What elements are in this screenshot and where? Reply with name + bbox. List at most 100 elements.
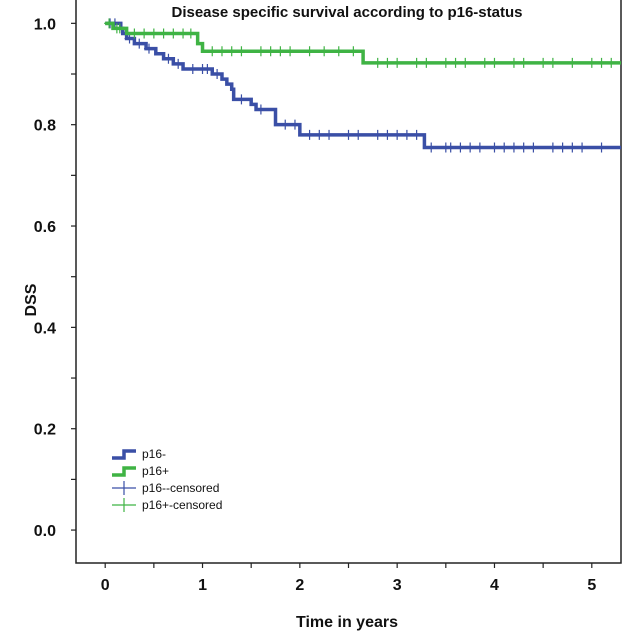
legend-item: p16- (112, 447, 166, 461)
censor-mark (426, 142, 437, 153)
censor-mark (392, 57, 403, 68)
censor-mark (508, 57, 519, 68)
censor-mark (474, 142, 485, 153)
survival-curve (105, 21, 621, 65)
chart-title: Disease specific survival according to p… (172, 4, 523, 21)
censor-mark (440, 57, 451, 68)
censor-mark (465, 142, 476, 153)
censor-mark (518, 57, 529, 68)
censor-mark (275, 46, 286, 57)
censor-mark (202, 63, 213, 74)
censor-mark (411, 57, 422, 68)
censor-mark (129, 28, 140, 39)
legend-swatch-line (112, 466, 136, 477)
censor-mark (547, 57, 558, 68)
censor-mark (489, 57, 500, 68)
censor-mark (255, 46, 266, 57)
x-axis: 0 1 2 3 4 5 (101, 563, 596, 594)
censor-mark (518, 142, 529, 153)
censor-mark (382, 57, 393, 68)
censor-mark (606, 57, 617, 68)
censor-mark (455, 142, 466, 153)
censor-mark (173, 58, 184, 69)
censor-mark (104, 18, 115, 29)
censor-mark (324, 129, 335, 140)
censor-mark (236, 94, 247, 105)
y-tick-label: 0.8 (34, 118, 56, 135)
censor-mark (460, 57, 471, 68)
legend-swatch-marker (112, 498, 136, 512)
censor-mark (158, 28, 169, 39)
censor-mark (528, 142, 539, 153)
censor-mark (285, 46, 296, 57)
censor-mark (212, 69, 223, 80)
censor-mark (114, 23, 125, 34)
y-tick-label: 1.0 (34, 16, 56, 33)
plot-frame (75, 0, 622, 564)
censor-mark (319, 46, 330, 57)
censor-mark (163, 53, 174, 64)
legend-item: p16+-censored (112, 498, 222, 512)
censor-mark (226, 46, 237, 57)
censor-mark (134, 38, 145, 49)
x-tick-label: 0 (101, 577, 110, 594)
y-axis: 0.0 0.2 0.4 0.6 0.8 1.0 (34, 16, 76, 540)
censor-mark (577, 142, 588, 153)
censor-mark (557, 142, 568, 153)
censor-mark (148, 28, 159, 39)
censor-mark (547, 142, 558, 153)
censor-mark (421, 57, 432, 68)
x-tick-label: 2 (295, 577, 304, 594)
censor-mark (304, 129, 315, 140)
x-tick-label: 5 (587, 577, 596, 594)
censor-mark (333, 46, 344, 57)
censor-mark (567, 142, 578, 153)
censor-mark (185, 28, 196, 39)
y-tick-label: 0.2 (34, 422, 56, 439)
censor-mark (401, 129, 412, 140)
censor-mark (236, 46, 247, 57)
y-tick-label: 0.4 (34, 320, 56, 337)
censor-mark (304, 46, 315, 57)
series-layer (104, 18, 621, 153)
legend-label: p16+ (142, 464, 169, 478)
censor-mark (586, 57, 597, 68)
censor-mark (499, 142, 510, 153)
legend-item: p16--censored (112, 481, 219, 495)
censor-mark (207, 46, 218, 57)
censor-mark (450, 57, 461, 68)
censor-mark (353, 129, 364, 140)
series-p16-pos (104, 18, 621, 68)
y-tick-label: 0.0 (34, 523, 56, 540)
censor-mark (489, 142, 500, 153)
censor-mark (348, 46, 359, 57)
censor-mark (411, 129, 422, 140)
censor-mark (280, 119, 291, 130)
censor-mark (508, 142, 519, 153)
censor-mark (168, 28, 179, 39)
legend-label: p16- (142, 447, 166, 461)
censor-mark (392, 129, 403, 140)
legend-swatch-line (112, 449, 136, 460)
legend-item: p16+ (112, 464, 169, 478)
censor-mark (265, 46, 276, 57)
x-axis-label: Time in years (296, 614, 398, 631)
legend-label: p16--censored (142, 481, 219, 495)
survival-curve (105, 21, 621, 150)
series-p16-neg (105, 18, 621, 153)
legend: p16- p16+ p16--censored p16+-censored (112, 447, 222, 512)
censor-mark (372, 57, 383, 68)
censor-mark (372, 129, 383, 140)
y-tick-label: 0.6 (34, 219, 56, 236)
censor-mark (538, 57, 549, 68)
x-tick-label: 1 (198, 577, 207, 594)
x-tick-label: 4 (490, 577, 499, 594)
censor-mark (139, 28, 150, 39)
censor-mark (596, 142, 607, 153)
censor-mark (314, 129, 325, 140)
censor-mark (343, 129, 354, 140)
censor-mark (596, 57, 607, 68)
censor-mark (445, 142, 456, 153)
legend-swatch-marker (112, 481, 136, 495)
